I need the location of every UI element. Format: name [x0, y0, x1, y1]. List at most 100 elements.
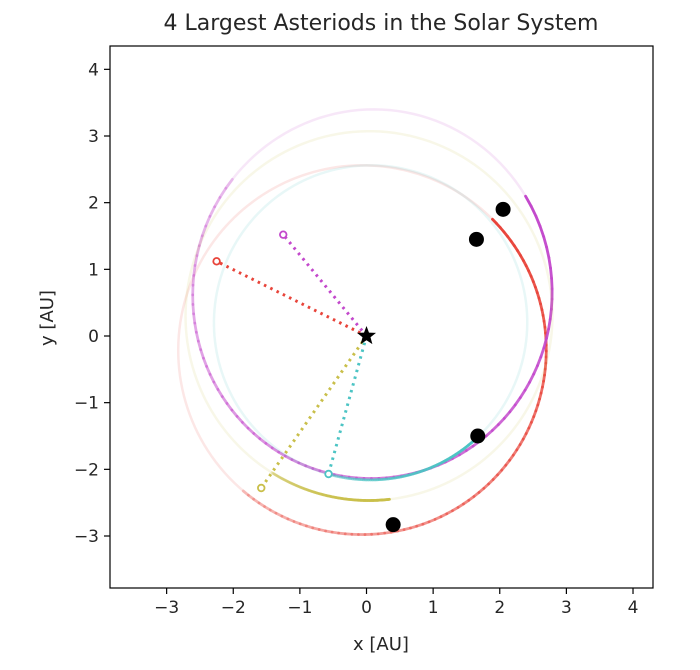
- orbit-trail-segment: [283, 478, 288, 483]
- orbit-trail-segment: [271, 471, 276, 476]
- orbit-trail-segment: [289, 481, 294, 486]
- orbits-layer: [176, 108, 554, 536]
- orbit-trail-segment: [218, 186, 228, 199]
- orbit-trail-segment: [192, 264, 197, 277]
- orbit-trail-segment: [496, 417, 506, 427]
- orbit-trail-segment: [200, 224, 208, 238]
- radius-line: [215, 259, 368, 338]
- y-tick-label: −3: [74, 527, 99, 547]
- plot-frame: [109, 45, 654, 589]
- orbit-trail-segment: [539, 346, 546, 359]
- orbit-trail-segment: [275, 474, 280, 478]
- x-tick-label: 0: [361, 598, 372, 618]
- orbit-trail-segment: [288, 481, 293, 485]
- orbit-trail-segment: [195, 244, 201, 258]
- orbit-trail-segment: [299, 486, 304, 490]
- orbit-trail-segment: [490, 423, 500, 432]
- orbit-trail-segment: [213, 196, 222, 209]
- x-tick-label: −3: [154, 598, 179, 618]
- orbit-trail-segment: [542, 337, 548, 350]
- orbit-trail-segment: [208, 205, 217, 218]
- orbit-trail-segment: [536, 355, 543, 368]
- orbit-trail-segment: [268, 508, 278, 515]
- y-tick-label: 0: [88, 327, 99, 347]
- orbit-trail-segment: [284, 479, 289, 483]
- orbit-trail-segment: [317, 528, 328, 533]
- asteroid-series-3: [184, 129, 554, 502]
- y-tick-label: 3: [88, 127, 99, 147]
- x-ticks: −3 −2 −1 0 1 2 3 4: [154, 588, 638, 618]
- orbit-trail-segment: [409, 524, 419, 530]
- orbit-trail-segment: [257, 501, 266, 508]
- orbit-trail-segment: [324, 529, 334, 534]
- orbit-trail-segment: [291, 482, 296, 486]
- orbit-trail-segment: [191, 273, 196, 287]
- orbit-trail-segment: [545, 327, 550, 340]
- orbit-trail-segment: [282, 478, 287, 482]
- orbit-trail-segment: [287, 480, 292, 485]
- orbit-trail-segment: [197, 234, 204, 248]
- orbit-trail-segment: [547, 317, 552, 331]
- orbit-trail-segment: [528, 372, 536, 384]
- orbit-trail-segment: [330, 530, 341, 535]
- asteroid-marker: [385, 517, 401, 533]
- orbit-trail-segment: [235, 414, 244, 424]
- orbit-trail-segment: [508, 403, 517, 414]
- sun-star-marker: [357, 326, 377, 345]
- orbit-trail-segment: [532, 364, 539, 376]
- asteroid-marker: [495, 201, 511, 217]
- orbit-trail-segment: [542, 235, 548, 249]
- y-tick-label: 2: [88, 194, 99, 214]
- orbit-trail-segment: [538, 224, 546, 239]
- orbit-trail-segment: [263, 505, 272, 512]
- radius-line: [282, 233, 368, 337]
- x-tick-label: −2: [221, 598, 246, 618]
- orbit-trail-segment: [337, 531, 347, 536]
- markers-layer: [212, 201, 511, 533]
- orbit-trail-segment: [293, 483, 298, 487]
- orbit-trail-segment: [224, 177, 234, 190]
- orbit-trail-segment: [246, 493, 256, 501]
- orbit-trail-segment: [298, 485, 303, 489]
- orbit-trail-segment: [272, 472, 277, 477]
- orbit-trail-segment: [193, 254, 199, 267]
- orbit-trail-segment: [396, 528, 406, 533]
- orbit-trail-segment: [194, 330, 200, 343]
- x-tick-label: 1: [428, 598, 439, 618]
- y-tick-label: −1: [74, 394, 99, 414]
- x-tick-label: 3: [561, 598, 572, 618]
- y-tick-label: 4: [88, 60, 99, 80]
- orbit-trail-segment: [277, 475, 282, 479]
- orbit-path: [184, 129, 554, 502]
- orbit-trail-segment: [296, 484, 301, 488]
- orbit-trail-segment: [518, 388, 527, 400]
- chart-title: 4 Largest Asteriods in the Solar System: [164, 11, 599, 36]
- orbit-trail-segment: [292, 482, 297, 487]
- orbit-trail-segment: [524, 194, 533, 208]
- previous-position-marker: [212, 257, 221, 266]
- x-tick-label: 4: [628, 598, 639, 618]
- y-ticks: −3 −2 −1 0 1 2 3 4: [74, 60, 110, 547]
- orbit-trail-segment: [402, 526, 412, 532]
- orbit-trail-segment: [376, 531, 387, 536]
- orbit-trail-segment: [192, 312, 197, 325]
- orbit-trail-segment: [280, 476, 285, 481]
- orbit-trail-segment: [502, 410, 512, 420]
- asteroid-marker: [470, 428, 486, 444]
- orbit-trail-segment: [298, 522, 308, 528]
- orbit-trail-segment: [547, 256, 552, 270]
- orbit-trail-segment: [549, 266, 553, 280]
- y-tick-label: 1: [88, 260, 99, 280]
- orbit-trail-segment: [529, 204, 538, 218]
- orbit-trail-segment: [545, 245, 551, 259]
- orbit-trail-segment: [311, 526, 321, 531]
- radius-line: [327, 335, 368, 475]
- y-axis-label: y [AU]: [37, 290, 58, 346]
- orbit-trail-segment: [216, 388, 224, 399]
- orbit-trail-segment: [286, 479, 291, 484]
- orbit-trail-segment: [252, 497, 261, 505]
- orbit-trail-segment: [270, 471, 275, 475]
- y-tick-label: −2: [74, 460, 99, 480]
- orbit-trail-segment: [280, 514, 290, 521]
- orbit-trail-segment: [212, 380, 220, 391]
